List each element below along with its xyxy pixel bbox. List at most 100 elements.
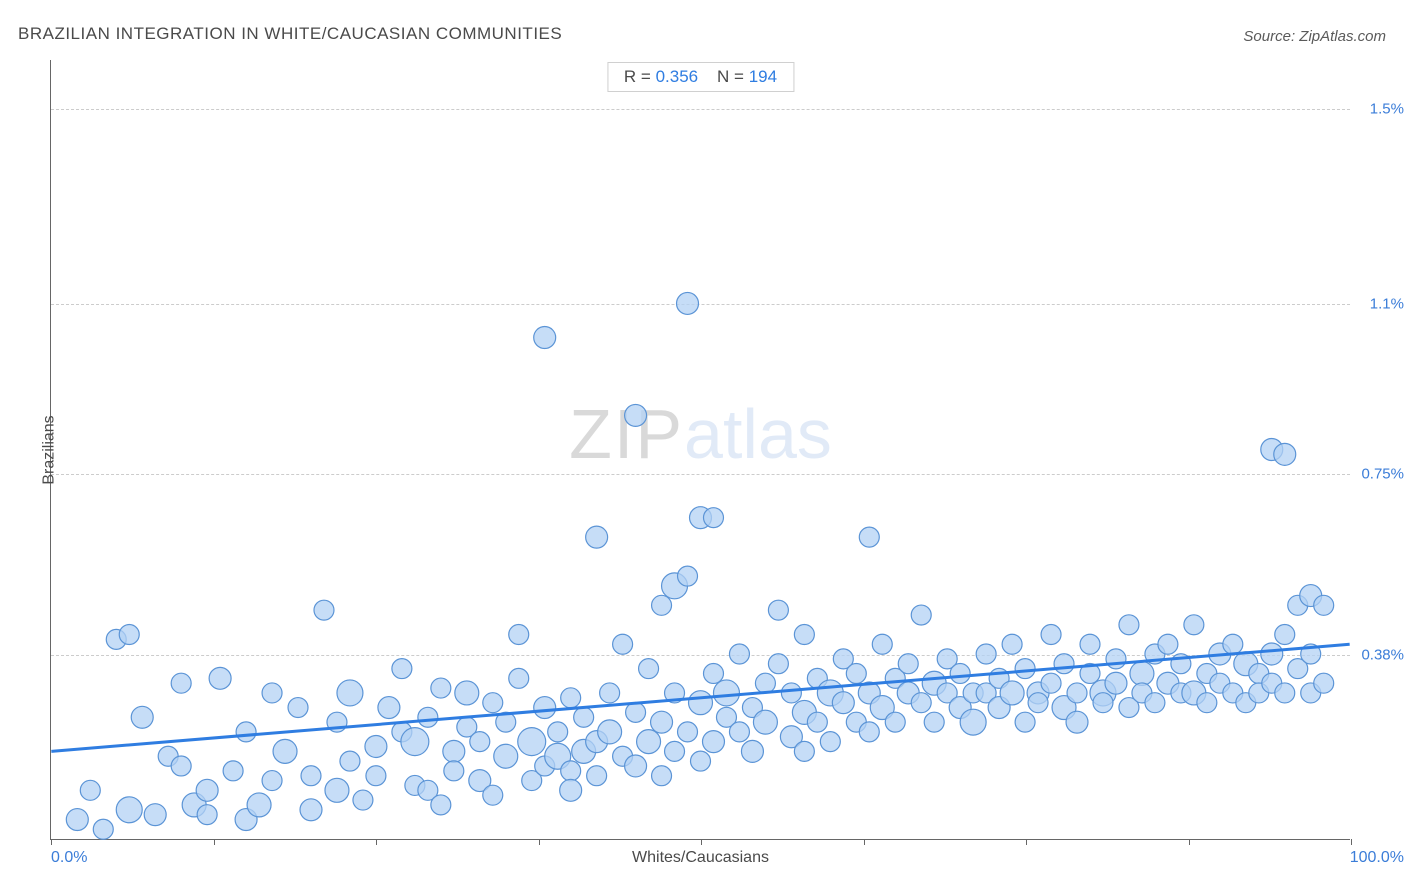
scatter-point	[689, 691, 713, 715]
scatter-point	[872, 634, 892, 654]
scatter-point	[93, 819, 113, 839]
scatter-point	[443, 740, 465, 762]
scatter-point	[560, 779, 582, 801]
scatter-point	[781, 683, 801, 703]
scatter-point	[1015, 659, 1035, 679]
scatter-point	[378, 697, 400, 719]
source-value: ZipAtlas.com	[1299, 28, 1386, 45]
scatter-point	[677, 292, 699, 314]
scatter-point	[119, 625, 139, 645]
scatter-point	[1314, 595, 1334, 615]
scatter-point	[702, 731, 724, 753]
y-tick-label: 0.38%	[1361, 646, 1404, 663]
scatter-point	[548, 722, 568, 742]
scatter-point	[1080, 634, 1100, 654]
scatter-point	[911, 693, 931, 713]
scatter-point	[337, 680, 363, 706]
scatter-point	[713, 680, 739, 706]
scatter-point	[1130, 661, 1154, 685]
scatter-point	[1197, 693, 1217, 713]
scatter-point	[678, 722, 698, 742]
scatter-point	[314, 600, 334, 620]
scatter-point	[223, 761, 243, 781]
scatter-point	[586, 526, 608, 548]
scatter-point	[366, 766, 386, 786]
scatter-point	[418, 707, 438, 727]
scatter-point	[1223, 634, 1243, 654]
scatter-point	[534, 327, 556, 349]
scatter-point	[131, 706, 153, 728]
x-min-label: 0.0%	[51, 849, 87, 867]
scatter-point	[509, 668, 529, 688]
scatter-point	[455, 681, 479, 705]
scatter-point	[561, 688, 581, 708]
scatter-point	[247, 793, 271, 817]
scatter-point	[625, 755, 647, 777]
scatter-point	[652, 595, 672, 615]
scatter-point	[1002, 634, 1022, 654]
y-tick-label: 1.5%	[1370, 100, 1404, 117]
scatter-point	[262, 771, 282, 791]
scatter-point	[703, 508, 723, 528]
scatter-point	[637, 730, 661, 754]
scatter-point	[832, 692, 854, 714]
scatter-point	[741, 740, 763, 762]
scatter-point	[1066, 711, 1088, 733]
scatter-point	[236, 722, 256, 742]
scatter-point	[587, 766, 607, 786]
scatter-point	[1000, 681, 1024, 705]
scatter-point	[483, 693, 503, 713]
scatter-point	[80, 780, 100, 800]
scatter-point	[561, 761, 581, 781]
scatter-point	[729, 722, 749, 742]
x-tick	[864, 839, 865, 845]
scatter-point	[1184, 615, 1204, 635]
scatter-point	[392, 659, 412, 679]
scatter-point	[703, 663, 723, 683]
scatter-point	[431, 795, 451, 815]
scatter-point	[1041, 625, 1061, 645]
scatter-point	[859, 722, 879, 742]
scatter-point	[300, 799, 322, 821]
scatter-point	[301, 766, 321, 786]
scatter-point	[859, 527, 879, 547]
y-tick-label: 1.1%	[1370, 295, 1404, 312]
scatter-point	[365, 736, 387, 758]
scatter-point	[401, 728, 429, 756]
scatter-point	[898, 654, 918, 674]
scatter-point	[794, 625, 814, 645]
scatter-point	[976, 644, 996, 664]
scatter-point	[885, 712, 905, 732]
source-label: Source:	[1243, 28, 1299, 45]
scatter-point	[171, 756, 191, 776]
scatter-point	[1261, 643, 1283, 665]
scatter-point	[1275, 625, 1295, 645]
scatter-point	[1105, 672, 1127, 694]
scatter-point	[1274, 443, 1296, 465]
scatter-point	[209, 667, 231, 689]
scatter-point	[911, 605, 931, 625]
scatter-point	[753, 710, 777, 734]
scatter-point	[960, 709, 986, 735]
scatter-point	[534, 697, 556, 719]
scatter-point	[613, 634, 633, 654]
scatter-point	[924, 712, 944, 732]
scatter-point	[678, 566, 698, 586]
scatter-point	[470, 732, 490, 752]
scatter-point	[768, 654, 788, 674]
scatter-point	[626, 702, 646, 722]
y-axis-label: Brazilians	[41, 415, 59, 484]
scatter-point	[116, 797, 142, 823]
x-tick	[701, 839, 702, 845]
scatter-point	[1041, 673, 1061, 693]
scatter-point	[820, 732, 840, 752]
scatter-point	[807, 712, 827, 732]
scatter-point	[171, 673, 191, 693]
x-tick	[376, 839, 377, 845]
scatter-point	[600, 683, 620, 703]
x-tick	[1351, 839, 1352, 845]
source-credit: Source: ZipAtlas.com	[1243, 28, 1386, 45]
scatter-point	[1158, 634, 1178, 654]
x-axis-label: Whites/Caucasians	[632, 849, 769, 867]
scatter-point	[483, 785, 503, 805]
